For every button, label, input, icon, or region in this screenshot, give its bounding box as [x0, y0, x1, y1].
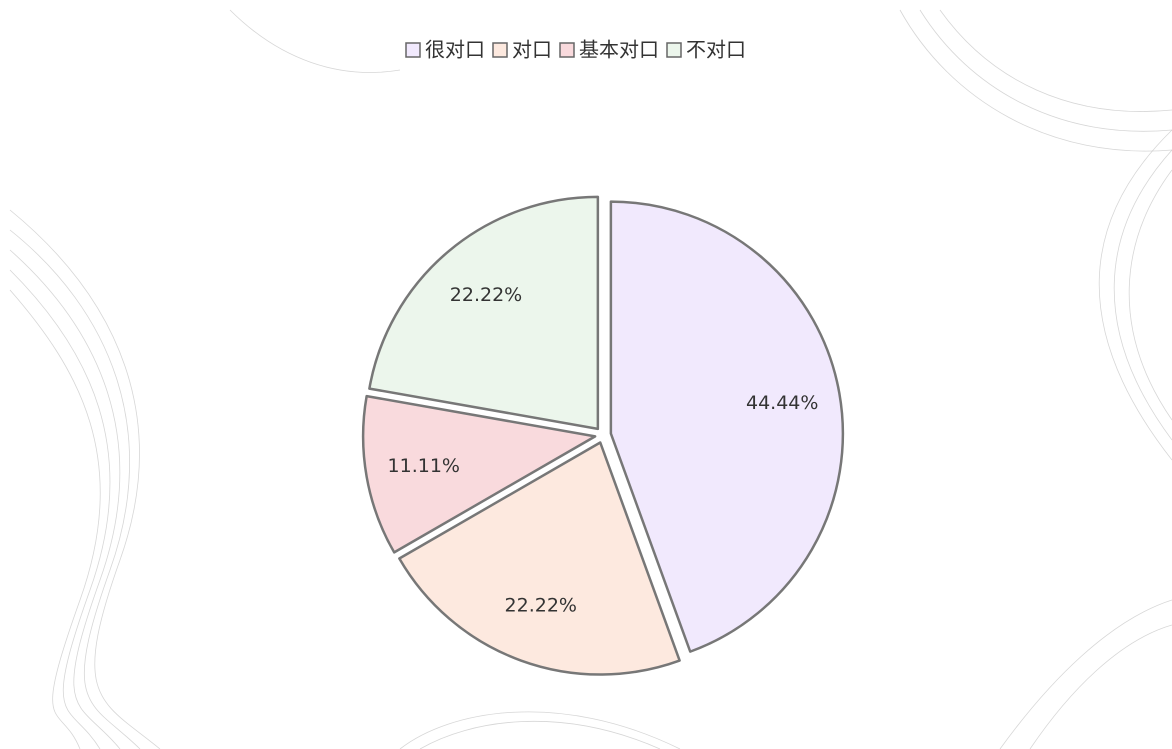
slice-label: 11.11%: [388, 455, 460, 477]
pie-slice: [398, 441, 681, 676]
pie-slice: [368, 195, 600, 431]
pie: 44.44% 22.22% 11.11% 22.22%: [361, 195, 845, 676]
slice-label: 44.44%: [746, 392, 818, 414]
legend-swatch: [666, 42, 682, 58]
legend-label: 对口: [512, 38, 552, 62]
legend-label: 基本对口: [579, 38, 659, 62]
decoration: [9, 9, 1172, 749]
legend-swatch: [492, 42, 508, 58]
slice-label: 22.22%: [505, 595, 577, 617]
legend-label: 不对口: [686, 38, 746, 62]
pie-slice: [361, 394, 597, 554]
legend: 很对口 对口 基本对口 不对口: [405, 38, 746, 62]
slice-label: 22.22%: [450, 284, 522, 306]
pie-slice: [609, 200, 845, 653]
legend-label: 很对口: [425, 38, 485, 62]
legend-swatch: [559, 42, 575, 58]
legend-swatch: [405, 42, 421, 58]
